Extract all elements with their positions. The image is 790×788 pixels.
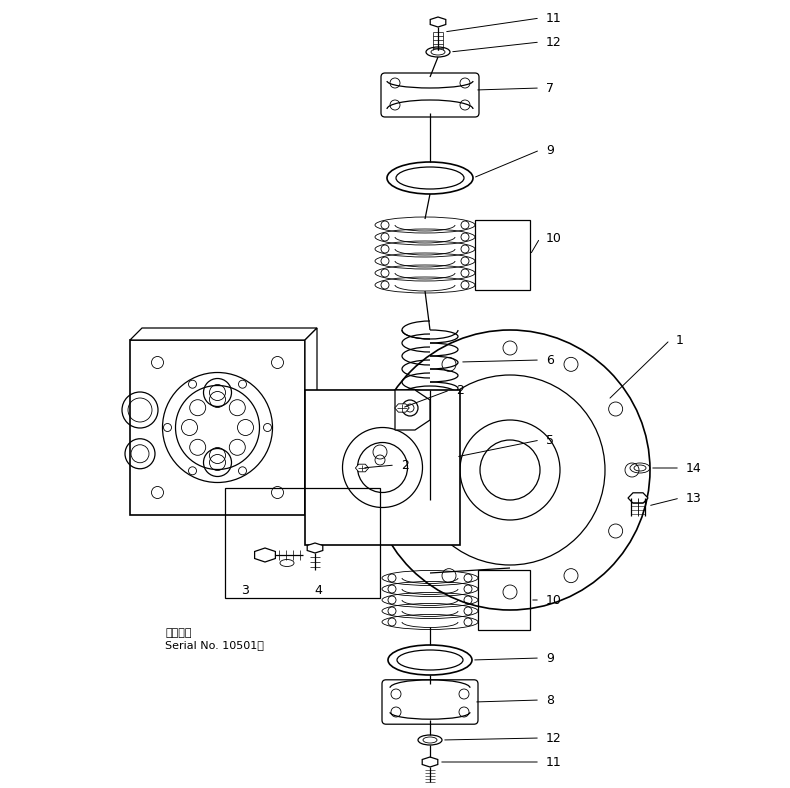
- Polygon shape: [254, 548, 276, 562]
- Bar: [475, 220, 530, 290]
- Text: 11: 11: [546, 756, 562, 768]
- Text: 9: 9: [546, 143, 554, 157]
- Text: 3: 3: [241, 583, 249, 597]
- Text: 14: 14: [686, 462, 702, 474]
- Text: 6: 6: [546, 354, 554, 366]
- Text: 12: 12: [546, 731, 562, 745]
- Text: 13: 13: [686, 492, 702, 504]
- Bar: [305, 390, 460, 545]
- Polygon shape: [395, 403, 409, 412]
- Polygon shape: [130, 328, 317, 340]
- Text: 10: 10: [546, 232, 562, 244]
- Polygon shape: [628, 492, 648, 504]
- Text: 8: 8: [546, 693, 554, 707]
- Bar: [130, 340, 305, 515]
- Text: 12: 12: [546, 35, 562, 49]
- Text: 1: 1: [676, 333, 684, 347]
- Bar: [225, 488, 380, 598]
- Text: 適用号機
Serial No. 10501～: 適用号機 Serial No. 10501～: [165, 628, 264, 649]
- Text: 10: 10: [546, 593, 562, 607]
- Bar: [478, 570, 530, 630]
- Text: 2: 2: [456, 384, 464, 396]
- Text: 9: 9: [546, 652, 554, 664]
- Polygon shape: [422, 757, 438, 767]
- Polygon shape: [356, 464, 369, 472]
- Polygon shape: [307, 543, 323, 553]
- Text: 2: 2: [401, 459, 409, 471]
- Text: 4: 4: [314, 583, 322, 597]
- Text: 7: 7: [546, 81, 554, 95]
- Text: 11: 11: [546, 12, 562, 24]
- Text: 5: 5: [546, 433, 554, 447]
- Polygon shape: [305, 328, 317, 515]
- Polygon shape: [395, 390, 430, 430]
